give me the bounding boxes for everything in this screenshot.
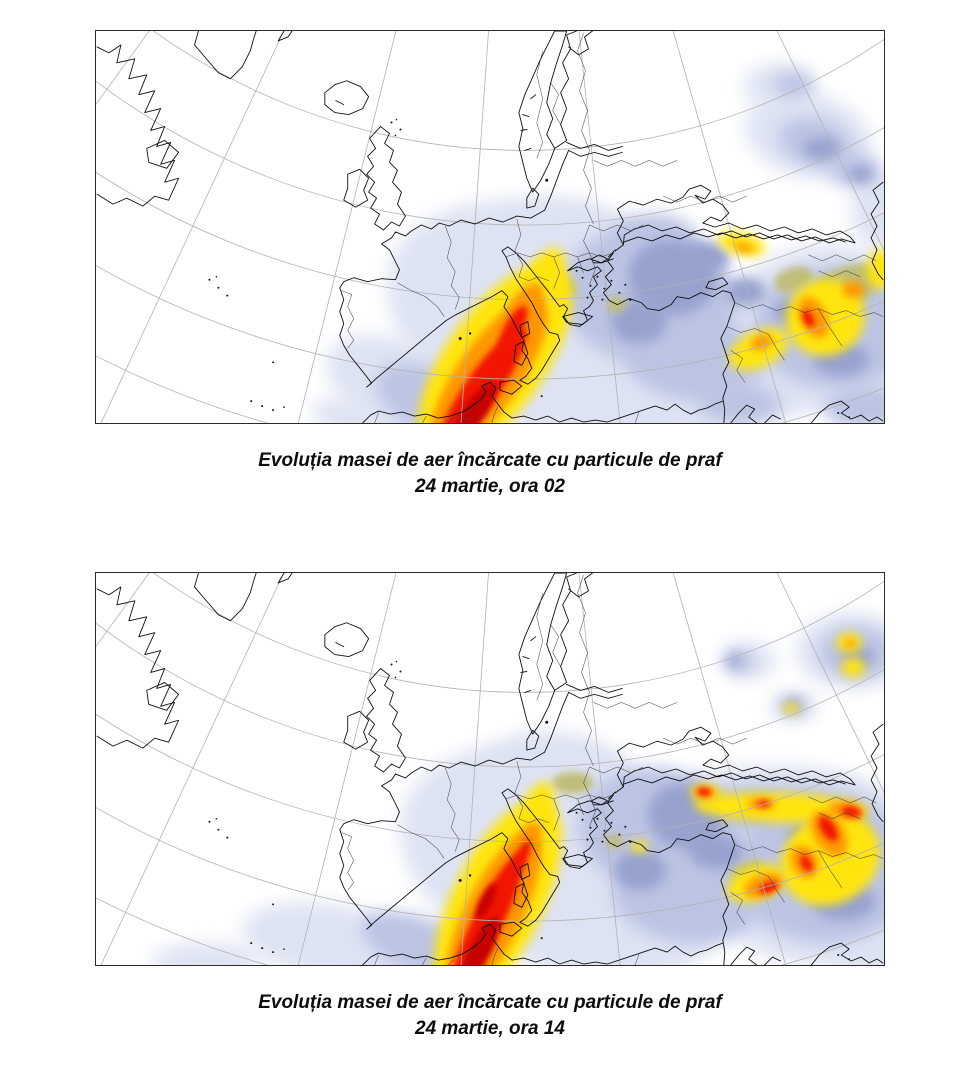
dust-map-panel-2: Evoluția masei de aer încărcate cu parti… — [95, 572, 885, 1042]
dust-map-ora-02 — [96, 31, 884, 423]
caption-datetime: 24 martie, ora 02 — [415, 476, 565, 497]
dust-layer — [151, 612, 884, 965]
map-caption: Evoluția masei de aer încărcate cu parti… — [95, 990, 885, 1042]
caption-title: Evoluția masei de aer încărcate cu parti… — [258, 450, 722, 471]
dust-map-panel-1: Evoluția masei de aer încărcate cu parti… — [95, 30, 885, 500]
map-caption: Evoluția masei de aer încărcate cu parti… — [95, 448, 885, 500]
map-frame — [95, 572, 885, 966]
dust-map-ora-14 — [96, 573, 884, 965]
map-frame — [95, 30, 885, 424]
caption-datetime: 24 martie, ora 14 — [415, 1018, 565, 1039]
caption-title: Evoluția masei de aer încărcate cu parti… — [258, 992, 722, 1013]
dust-layer — [311, 63, 884, 423]
